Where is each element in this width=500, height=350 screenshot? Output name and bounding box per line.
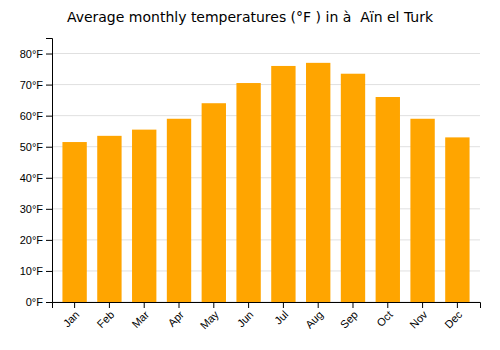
- tick: 0°F: [26, 296, 52, 308]
- tick-mark: [213, 302, 214, 308]
- tick-label: Dec: [442, 308, 465, 331]
- grid-line: [52, 115, 480, 116]
- bar: [341, 74, 365, 302]
- tick: Aug: [303, 302, 325, 331]
- tick-label: Feb: [95, 308, 117, 330]
- tick: Sep: [338, 302, 360, 331]
- tick-label: 10°F: [20, 265, 44, 277]
- tick-mark: [46, 178, 52, 179]
- tick-mark: [352, 302, 353, 308]
- y-axis: 0°F 10°F 20°F 30°F 40°F 50°F 60°F 70°F 80°F: [20, 39, 53, 309]
- tick-mark: [457, 302, 458, 308]
- tick-label: 80°F: [20, 48, 44, 60]
- tick-label: 0°F: [26, 296, 44, 308]
- bar: [62, 142, 86, 302]
- plot: 0°F 10°F 20°F 30°F 40°F 50°F 60°F 70°F 80°F Jan Fe…: [20, 39, 481, 332]
- tick: Jun: [235, 302, 256, 329]
- bar: [202, 103, 226, 302]
- tick-label: Jun: [235, 308, 256, 329]
- tick: Feb: [95, 302, 117, 330]
- tick-mark: [46, 116, 52, 117]
- tick: Dec: [442, 302, 465, 331]
- bar: [132, 130, 156, 302]
- tick: 30°F: [20, 203, 52, 215]
- tick: Oct: [374, 302, 395, 329]
- tick-label: May: [198, 308, 222, 332]
- tick-mark: [46, 302, 52, 303]
- tick-label: 70°F: [20, 79, 44, 91]
- tick-mark: [422, 302, 423, 308]
- bar: [97, 136, 121, 302]
- tick-label: 20°F: [20, 234, 44, 246]
- tick-label: Mar: [129, 308, 151, 330]
- tick: 10°F: [20, 265, 52, 277]
- tick-mark: [179, 302, 180, 308]
- bar: [167, 119, 191, 302]
- x-axis: Jan Feb Mar Apr May Jun Jul Aug Sep Oct Nov Dec: [53, 302, 481, 331]
- tick: May: [198, 302, 222, 331]
- tick-mark: [46, 85, 52, 86]
- bar: [271, 66, 295, 302]
- tick: Apr: [165, 302, 186, 329]
- tick-label: Jan: [61, 308, 82, 329]
- tick: Nov: [407, 302, 430, 331]
- tick-mark: [387, 302, 388, 308]
- tick-mark: [109, 302, 110, 308]
- bar: [236, 83, 260, 302]
- tick-label: Jul: [272, 308, 290, 326]
- tick-mark: [46, 54, 52, 55]
- grid-line: [52, 53, 480, 54]
- tick-label: 40°F: [20, 172, 44, 184]
- tick-mark: [74, 302, 75, 308]
- tick-mark: [46, 240, 52, 241]
- tick: 20°F: [20, 234, 52, 246]
- tick: 50°F: [20, 141, 52, 153]
- grid: [52, 54, 480, 302]
- tick: Jan: [61, 302, 82, 329]
- tick-mark: [46, 147, 52, 148]
- tick: 60°F: [20, 110, 52, 122]
- bar: [445, 137, 469, 302]
- tick-mark: [283, 302, 284, 308]
- axis-line: [53, 303, 481, 309]
- tick: 70°F: [20, 79, 52, 91]
- tick-label: 50°F: [20, 141, 44, 153]
- tick-mark: [144, 302, 145, 308]
- tick-label: 30°F: [20, 203, 44, 215]
- tick-mark: [46, 271, 52, 272]
- tick: Mar: [129, 302, 151, 330]
- tick-label: Aug: [303, 308, 325, 330]
- chart: Average monthly temperatures (°F ) in à …: [0, 0, 500, 350]
- tick: 40°F: [20, 172, 52, 184]
- tick-label: Oct: [374, 308, 395, 329]
- bar: [306, 63, 330, 302]
- tick: 80°F: [20, 48, 52, 60]
- bars: [62, 63, 469, 302]
- tick-label: Sep: [338, 308, 360, 330]
- grid-line: [52, 84, 480, 85]
- tick-mark: [318, 302, 319, 308]
- bar: [376, 97, 400, 302]
- title: Average monthly temperatures (°F ) in à …: [67, 9, 434, 25]
- tick-mark: [248, 302, 249, 308]
- axis-line: [46, 39, 53, 303]
- bar: [410, 119, 434, 302]
- tick-label: Apr: [165, 308, 186, 329]
- tick-label: Nov: [407, 308, 430, 331]
- tick: Jul: [272, 302, 290, 327]
- tick-label: 60°F: [20, 110, 44, 122]
- tick-mark: [46, 209, 52, 210]
